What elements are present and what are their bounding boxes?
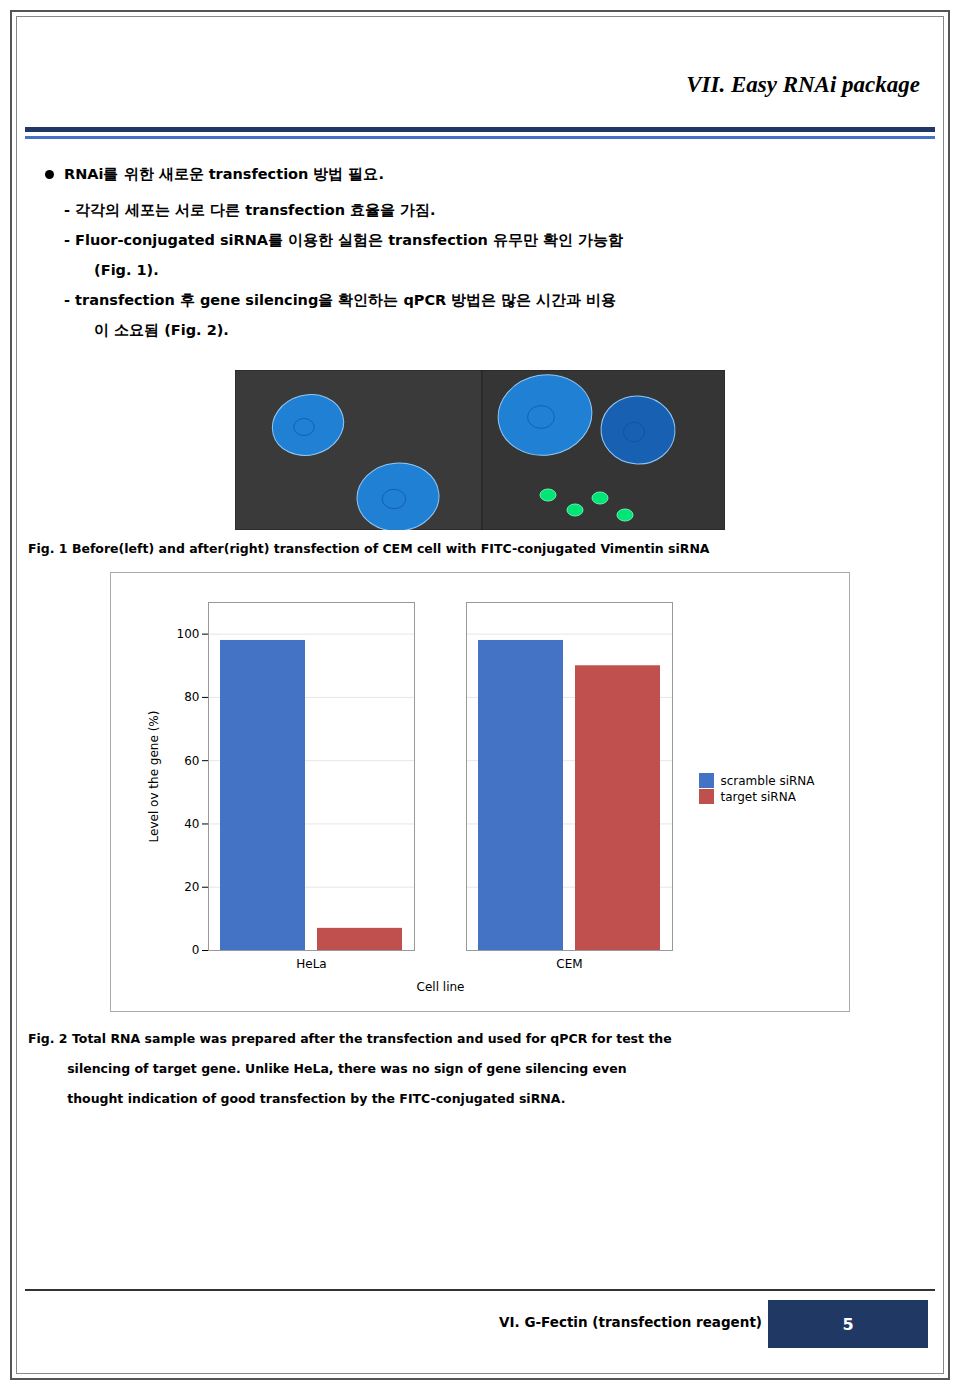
html-text:- 각각의 세포는 서로 다른 transfection 효: - 각각의 세포는 서로 다른 transfection 효율을 가짐.: [64, 202, 436, 218]
html-text:scramble siRNA: scramble siRNA: [720, 773, 815, 788]
html-text:- transfection 후 gene silencin: - transfection 후 gene silencing을 확인하는 qP…: [64, 292, 617, 308]
svg-text:Level ov the gene (%): Level ov the gene (%): [147, 711, 161, 843]
svg-text:0: 0: [192, 943, 200, 957]
html-text:RNAi를 위한 새로운 transfection 방법 필: RNAi를 위한 새로운 transfection 방법 필요.: [64, 166, 384, 182]
svg-text:40: 40: [185, 817, 200, 831]
svg-text:CEM: CEM: [557, 957, 583, 971]
svg-text:20: 20: [185, 880, 200, 894]
html-text:VII. Easy RNAi package: VII. Easy RNAi package: [686, 72, 920, 97]
html-text:5: 5: [842, 1314, 854, 1334]
html-text:Fig. 2 Total RNA sample was pr: Fig. 2 Total RNA sample was prepared aft…: [28, 1031, 672, 1046]
html-text:Fig. 1 Before(left) and after(: Fig. 1 Before(left) and after(right) tra…: [28, 541, 710, 556]
html-text:- Fluor-conjugated siRNA를 이용한: - Fluor-conjugated siRNA를 이용한 실험은 transf…: [64, 232, 624, 248]
html-text:silencing of target gene. Unli: silencing of target gene. Unlike HeLa, t…: [28, 1061, 627, 1076]
html-text:이 소요됨 (Fig. 2).: 이 소요됨 (Fig. 2).: [84, 322, 229, 338]
html-text:(Fig. 1).: (Fig. 1).: [84, 262, 159, 278]
svg-text:100: 100: [177, 627, 200, 641]
html-text:target siRNA: target siRNA: [720, 789, 796, 804]
html-text:thought indication of good tra: thought indication of good transfection …: [28, 1091, 566, 1106]
svg-text:Cell line: Cell line: [417, 980, 465, 994]
svg-text:HeLa: HeLa: [297, 957, 327, 971]
svg-text:80: 80: [185, 690, 200, 704]
svg-text:60: 60: [185, 754, 200, 768]
html-text:VI. G-Fectin (transfection rea: VI. G-Fectin (transfection reagent): [499, 1314, 762, 1330]
